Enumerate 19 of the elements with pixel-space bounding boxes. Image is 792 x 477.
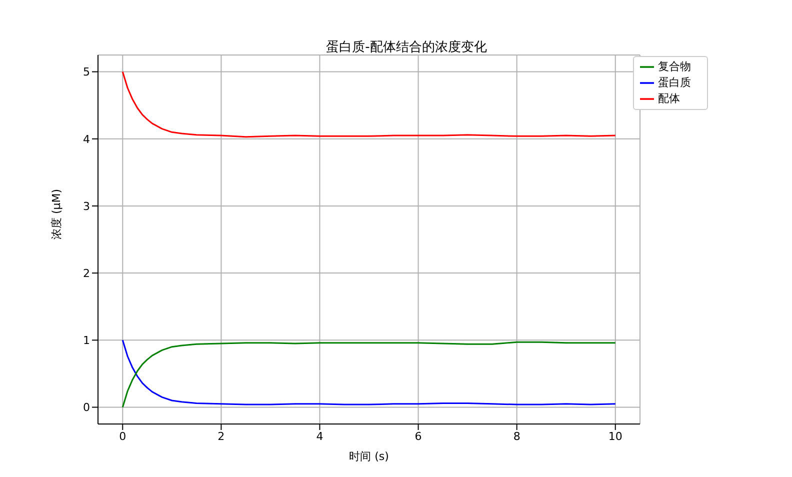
y-tick-label: 5 bbox=[83, 66, 90, 79]
y-tick-label: 2 bbox=[83, 266, 90, 280]
y-tick-label: 1 bbox=[83, 334, 90, 348]
legend-label: 蛋白质 bbox=[658, 76, 691, 89]
x-tick-label: 0 bbox=[119, 430, 126, 443]
x-tick-label: 6 bbox=[414, 430, 422, 443]
x-axis-title: 时间 (s) bbox=[349, 450, 389, 463]
y-tick-label: 3 bbox=[83, 200, 90, 213]
x-tick-label: 8 bbox=[513, 430, 520, 443]
x-tick-label: 10 bbox=[608, 430, 622, 443]
line-series bbox=[122, 71, 616, 138]
y-axis-title: 浓度 (μM) bbox=[50, 188, 63, 240]
y-tick-label: 4 bbox=[83, 132, 90, 146]
y-tick-label: 0 bbox=[83, 401, 90, 414]
legend-label: 复合物 bbox=[658, 60, 691, 73]
legend-label: 配体 bbox=[658, 92, 680, 105]
x-tick-label: 4 bbox=[316, 430, 324, 443]
chart-title: 蛋白质-配体结合的浓度变化 bbox=[325, 39, 488, 56]
x-tick-label: 2 bbox=[218, 430, 225, 443]
